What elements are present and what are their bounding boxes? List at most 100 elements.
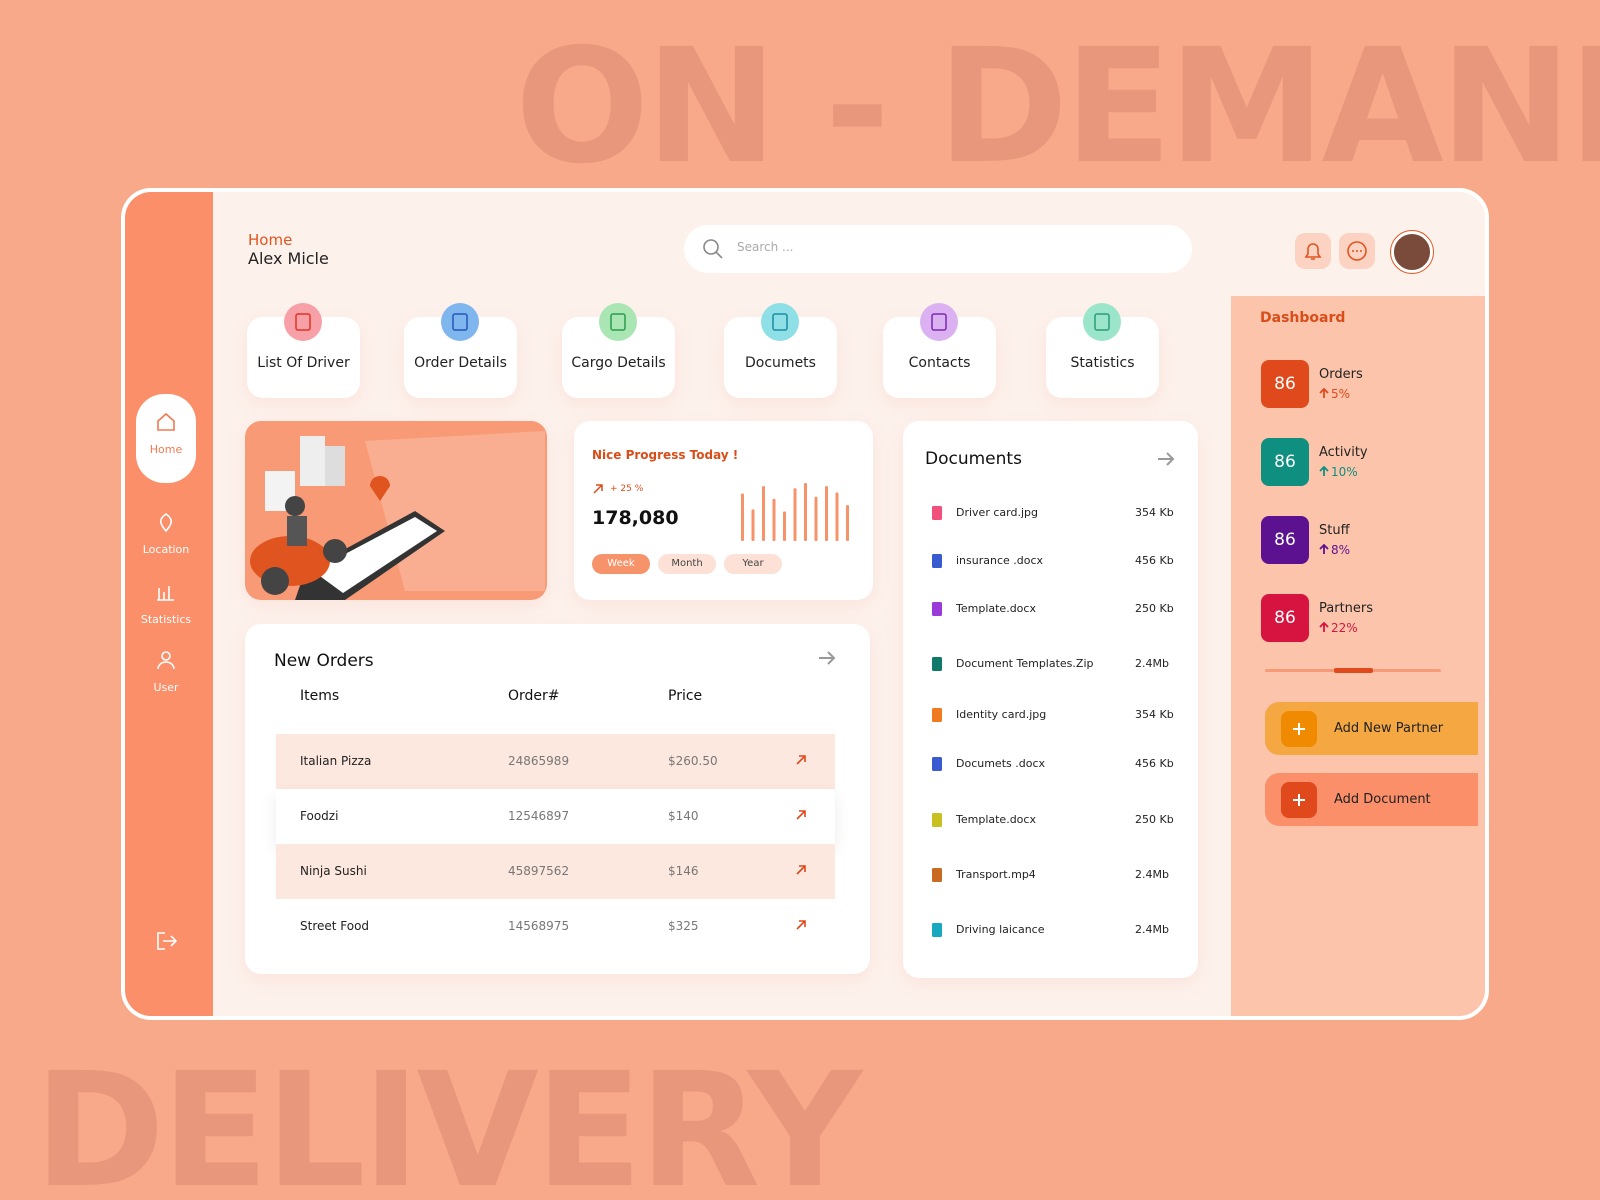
order-row[interactable] — [276, 899, 835, 954]
stat-change: 5% — [1331, 387, 1351, 401]
shortcut-icon — [441, 303, 479, 341]
period-tab[interactable]: Year — [724, 554, 782, 574]
documents-more[interactable] — [1156, 451, 1176, 467]
arrow — [1319, 621, 1329, 632]
nav-glyph — [157, 412, 175, 431]
stat-change: 22% — [1331, 621, 1358, 635]
logout-icon[interactable] — [155, 930, 179, 952]
delivery-illustration — [250, 431, 545, 600]
nav-label[interactable]: Location — [142, 543, 190, 556]
shortcut-icon — [599, 303, 637, 341]
order-cell: 45897562 — [508, 864, 570, 878]
stat-value: 86 — [1261, 438, 1309, 486]
file-name[interactable]: Document Templates.Zip — [956, 657, 1094, 670]
stat-label: Partners — [1319, 601, 1374, 616]
action-label[interactable]: Add Document — [1334, 792, 1431, 807]
order-cell: 14568975 — [508, 919, 570, 933]
open-order-icon — [796, 755, 806, 765]
file-size: 354 Kb — [1135, 708, 1174, 721]
stat-label: Orders — [1319, 367, 1363, 382]
order-cell: 24865989 — [508, 754, 570, 768]
icon-glyph — [452, 313, 468, 331]
icon-glyph — [772, 313, 788, 331]
file-icon — [932, 554, 942, 568]
nav-icon — [157, 412, 175, 431]
search-box[interactable]: Search ... — [684, 225, 1192, 273]
progress-bar — [793, 488, 797, 541]
progress-bar — [825, 486, 828, 541]
file-icon — [932, 757, 942, 771]
file-name[interactable]: Template.docx — [956, 602, 1036, 615]
shortcut-label[interactable]: List Of Driver — [257, 355, 350, 371]
shortcut-icon — [761, 303, 799, 341]
file-glyph — [932, 602, 942, 616]
stat-label: Stuff — [1319, 523, 1350, 538]
file-name[interactable]: insurance .docx — [956, 554, 1044, 567]
shortcut-label[interactable]: Statistics — [1070, 355, 1135, 371]
file-name[interactable]: Documets .docx — [956, 757, 1046, 770]
order-row[interactable] — [276, 789, 835, 844]
nav-label[interactable]: Statistics — [140, 613, 192, 626]
icon-bg — [441, 303, 479, 341]
nav-label[interactable]: User — [153, 681, 179, 694]
notification-button[interactable] — [1295, 233, 1331, 269]
arrow — [796, 865, 806, 875]
search-icon — [703, 239, 723, 259]
dashboard-title: Dashboard — [1260, 310, 1346, 326]
shortcut-label[interactable]: Order Details — [414, 355, 507, 371]
order-row[interactable] — [276, 844, 835, 899]
shortcut-icon — [1083, 303, 1121, 341]
file-glyph — [932, 708, 942, 722]
file-glyph — [932, 923, 942, 937]
icon-bg — [920, 303, 958, 341]
stat-change: 8% — [1331, 543, 1351, 557]
period-tab[interactable]: Month — [658, 554, 716, 574]
file-name[interactable]: Driver card.jpg — [956, 506, 1038, 519]
order-cell: $146 — [668, 864, 699, 878]
bell-icon — [1304, 243, 1322, 260]
plus-glyph — [1293, 723, 1305, 735]
breadcrumb[interactable]: Home — [248, 231, 293, 249]
icon-bg — [1083, 303, 1121, 341]
orders-title: New Orders — [274, 651, 374, 671]
progress-bar — [804, 483, 807, 541]
arrow — [796, 810, 806, 820]
arrow — [796, 920, 806, 930]
avatar[interactable] — [1391, 231, 1433, 273]
file-name[interactable]: Transport.mp4 — [956, 868, 1036, 881]
file-icon — [932, 506, 942, 520]
shortcut-label[interactable]: Documets — [745, 355, 816, 371]
nav-icon — [157, 586, 174, 601]
progress-bar — [741, 493, 744, 541]
file-name[interactable]: Driving laicance — [956, 923, 1045, 936]
stat-label: Activity — [1319, 445, 1368, 460]
plus — [1293, 723, 1305, 735]
icon-glyph — [931, 313, 947, 331]
scroll-thumb — [1334, 668, 1373, 673]
progress-bar — [751, 509, 755, 541]
icon-bg — [761, 303, 799, 341]
order-cell: 12546897 — [508, 809, 570, 823]
stat-change: 10% — [1331, 465, 1358, 479]
arrow — [1319, 387, 1329, 398]
icon-glyph — [610, 313, 626, 331]
message-button[interactable] — [1339, 233, 1375, 269]
file-name[interactable]: Identity card.jpg — [956, 708, 1047, 721]
order-row[interactable] — [276, 734, 835, 789]
order-cell: $140 — [668, 809, 699, 823]
period-tab[interactable]: Week — [592, 554, 650, 574]
user-name: Alex Micle — [248, 249, 329, 268]
shortcut-label[interactable]: Cargo Details — [571, 355, 666, 371]
nav-icon — [157, 651, 175, 670]
file-name[interactable]: Template.docx — [956, 813, 1036, 826]
nav-label[interactable]: Home — [149, 443, 183, 456]
order-cell: Foodzi — [300, 809, 339, 823]
documents-card: Documents Driver card.jpg 354 Kb insurance… — [903, 421, 1198, 978]
illustration-card — [245, 421, 547, 600]
order-cell: $325 — [668, 919, 699, 933]
shortcut-label[interactable]: Contacts — [908, 355, 971, 371]
trend-arrow — [1319, 465, 1329, 476]
action-label[interactable]: Add New Partner — [1334, 721, 1444, 736]
open-order-icon — [796, 810, 806, 820]
orders-more[interactable] — [817, 650, 837, 666]
